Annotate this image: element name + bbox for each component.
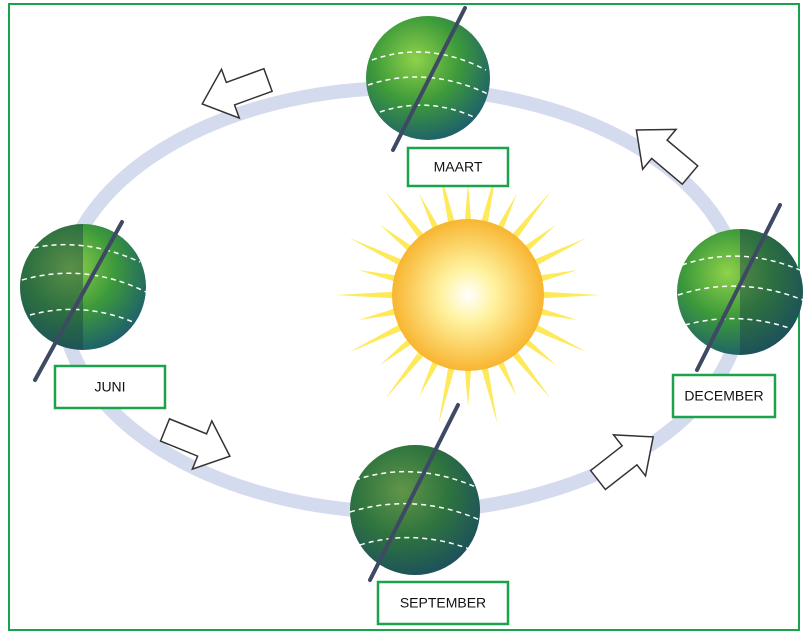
sun-disc — [392, 219, 544, 371]
diagram: MAART JUNI DECEMBER SEPTEMBER — [0, 0, 807, 632]
label-text: DECEMBER — [684, 388, 763, 404]
sun-ray — [480, 362, 497, 423]
sun-ray — [336, 292, 398, 299]
label-text: JUNI — [94, 379, 125, 395]
sun-ray — [465, 183, 472, 225]
label-september: SEPTEMBER — [378, 582, 508, 624]
sun — [336, 166, 600, 423]
sun-ray — [349, 238, 406, 268]
sun-ray — [349, 322, 406, 352]
label-december: DECEMBER — [673, 375, 775, 417]
earth-december — [677, 205, 803, 370]
label-text: MAART — [434, 159, 483, 175]
earth-september — [350, 405, 480, 580]
earth-maart — [366, 8, 490, 150]
sun-ray — [465, 365, 472, 407]
sun-ray — [538, 292, 600, 299]
earth-juni — [20, 222, 146, 380]
label-juni: JUNI — [55, 366, 165, 408]
label-text: SEPTEMBER — [400, 595, 486, 611]
label-maart: MAART — [408, 148, 508, 186]
sun-ray — [529, 322, 586, 352]
sun-ray — [529, 238, 586, 268]
